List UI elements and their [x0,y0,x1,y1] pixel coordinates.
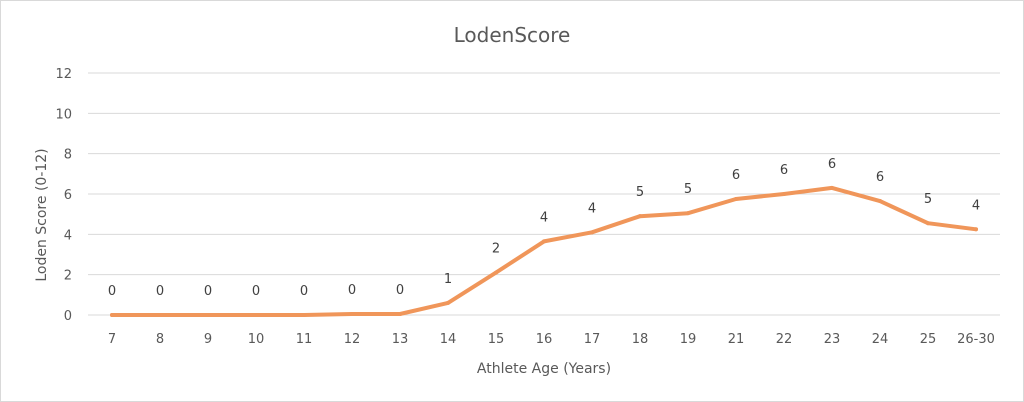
data-point [590,230,594,235]
data-point [206,313,210,317]
data-point [878,199,882,204]
data-point [830,185,834,190]
y-tick-label: 12 [55,67,72,82]
data-point [350,311,354,316]
data-point [686,211,690,216]
data-point [494,270,498,275]
x-tick-label: 8 [156,332,164,347]
data-label: 0 [108,284,116,299]
data-label: 4 [540,210,548,225]
y-axis-ticks: 0 2 4 6 8 10 12 [55,67,72,324]
x-tick-label: 7 [108,332,116,347]
data-label: 5 [636,185,644,200]
x-tick-label: 15 [488,332,505,347]
x-tick-label: 26-30 [957,332,995,347]
data-point [254,313,258,317]
x-tick-label: 14 [440,332,457,347]
x-tick-label: 21 [728,332,745,347]
x-axis-ticks: 7 8 9 10 11 12 13 14 15 16 17 18 19 21 22 23 24 25 26-30 [108,332,995,347]
data-label: 2 [492,242,500,257]
data-label: 0 [348,283,356,298]
data-label: 0 [396,283,404,298]
x-tick-label: 24 [872,332,889,347]
data-label: 4 [972,198,980,213]
data-label: 4 [588,201,596,216]
data-point [734,197,738,202]
x-tick-label: 9 [204,332,212,347]
y-tick-label: 0 [64,309,72,324]
data-label: 6 [780,163,788,178]
y-tick-label: 8 [64,148,72,163]
y-axis-title: Loden Score (0-12) [34,148,50,281]
data-point [974,227,978,232]
chart-title: LodenScore [454,23,571,47]
data-label: 5 [684,182,692,197]
x-tick-label: 19 [680,332,697,347]
x-tick-label: 12 [344,332,361,347]
data-label: 5 [924,192,932,207]
data-label: 6 [732,168,740,183]
x-tick-label: 22 [776,332,793,347]
data-point [158,313,162,317]
y-tick-label: 2 [64,269,72,284]
data-label: 0 [156,284,164,299]
data-point [926,221,930,226]
data-point [446,300,450,305]
data-point [110,313,114,317]
x-axis-title: Athlete Age (Years) [477,361,611,377]
x-tick-label: 13 [392,332,409,347]
x-tick-label: 18 [632,332,649,347]
data-point [782,192,786,196]
series-layer [110,185,978,317]
data-label: 0 [252,284,260,299]
series-line [110,185,978,317]
x-tick-label: 16 [536,332,553,347]
x-tick-label: 10 [248,332,265,347]
data-label: 1 [444,272,452,287]
data-label: 6 [876,170,884,185]
data-point [638,214,642,219]
data-point [302,313,306,317]
gridlines [88,72,1000,316]
data-label: 6 [828,157,836,172]
y-tick-label: 6 [64,188,72,203]
data-label: 0 [204,284,212,299]
x-tick-label: 25 [920,332,937,347]
data-point [398,311,402,316]
x-tick-label: 17 [584,332,601,347]
data-label: 0 [300,284,308,299]
x-tick-label: 11 [296,332,313,347]
y-tick-label: 4 [64,228,72,243]
y-tick-label: 10 [55,107,72,122]
data-labels: 0 0 0 0 0 0 0 1 2 4 4 5 5 6 6 6 6 5 4 [108,157,980,299]
x-tick-label: 23 [824,332,841,347]
data-point [542,239,546,244]
